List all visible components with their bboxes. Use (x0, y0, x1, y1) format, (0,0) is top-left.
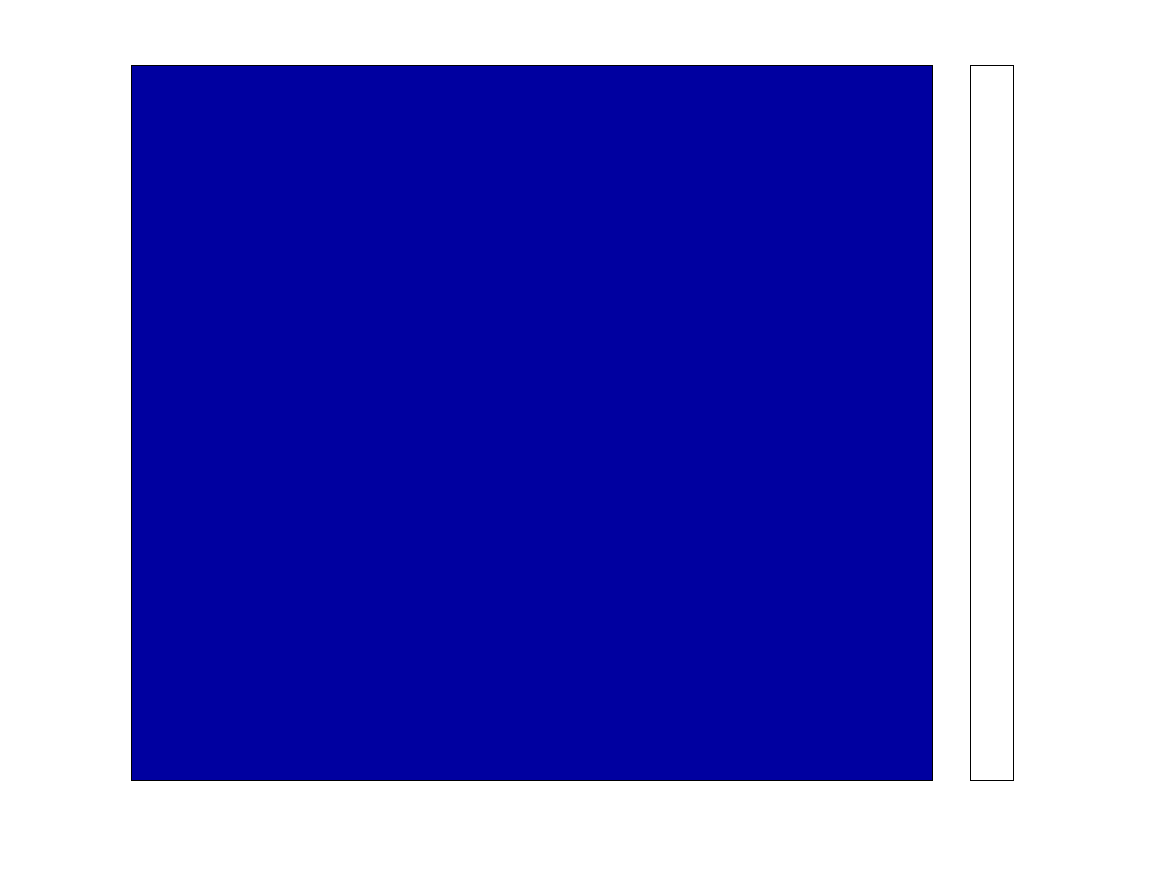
spectrogram-canvas (132, 66, 932, 780)
plot-area-frame (131, 65, 933, 781)
colorbar-canvas (971, 66, 1013, 780)
colorbar-frame (970, 65, 1014, 781)
